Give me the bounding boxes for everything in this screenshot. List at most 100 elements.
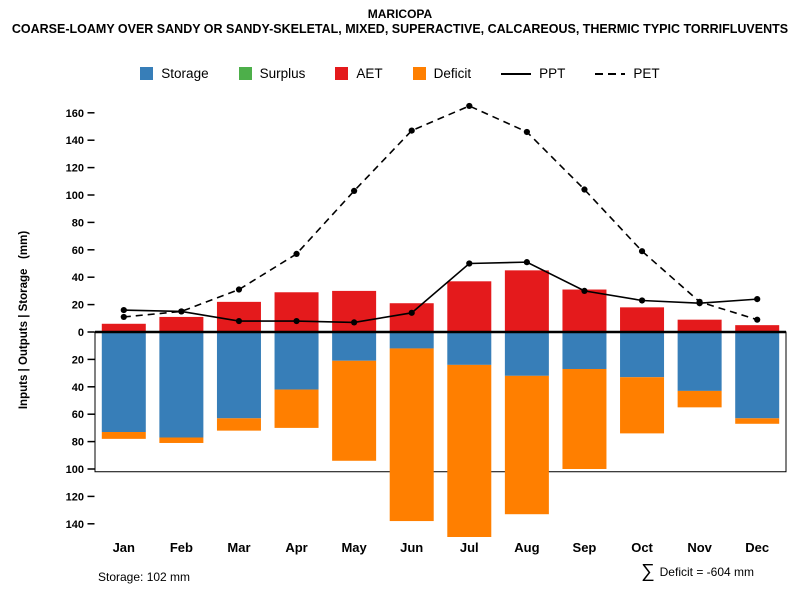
chart-legend: Storage Surplus AET Deficit PPT PET — [0, 66, 800, 81]
y-tick-label: 40 — [72, 272, 84, 284]
storage-bar — [562, 332, 607, 369]
pet-point — [120, 313, 127, 321]
aet-bar — [274, 292, 319, 332]
pet-line — [123, 105, 758, 321]
x-tick-label: Apr — [285, 540, 307, 555]
pet-point — [638, 248, 646, 255]
ppt-point — [581, 287, 588, 294]
y-tick-label: 160 — [66, 108, 84, 120]
ppt-point — [235, 317, 243, 325]
pet-point — [351, 187, 358, 194]
storage-bar — [389, 332, 434, 349]
aet-bar — [620, 307, 665, 332]
pet-point — [408, 127, 415, 134]
legend-item-storage: Storage — [140, 66, 209, 81]
legend-label: Deficit — [433, 66, 472, 81]
x-tick-label: Jan — [113, 540, 135, 555]
pet-line-sample-icon — [595, 72, 626, 75]
y-tick-label: 20 — [72, 354, 84, 366]
y-tick-label: 60 — [72, 409, 84, 421]
deficit-bar — [159, 437, 204, 443]
deficit-bar — [504, 375, 549, 515]
pet-point — [523, 128, 530, 136]
storage-bar — [504, 332, 549, 376]
aet-bar — [101, 323, 146, 332]
y-tick-label: 100 — [66, 190, 84, 202]
y-tick-label: 20 — [72, 300, 84, 312]
storage-bar — [101, 332, 146, 433]
aet-swatch-icon — [335, 67, 349, 80]
legend-label: AET — [356, 66, 383, 81]
x-tick-label: Oct — [631, 540, 653, 555]
x-tick-label: Jun — [400, 540, 423, 555]
y-tick-label: 120 — [66, 491, 84, 503]
sigma-symbol: ∑ — [641, 561, 655, 582]
deficit-total: ∑ Deficit = -604 mm — [641, 562, 754, 581]
deficit-bar — [274, 389, 319, 428]
x-tick-label: Sep — [573, 540, 597, 555]
aet-bar — [216, 301, 261, 332]
x-tick-label: Feb — [170, 540, 193, 555]
ppt-point — [408, 309, 415, 316]
storage-swatch-icon — [140, 67, 154, 80]
aet-bar — [677, 319, 722, 332]
aet-bar — [389, 303, 434, 332]
pet-point — [466, 102, 473, 110]
pet-point — [754, 316, 761, 323]
y-axis-label: Inputs | Outputs | Storage (mm) — [18, 230, 30, 410]
legend-label: Storage — [161, 66, 209, 81]
legend-item-deficit: Deficit — [412, 66, 472, 81]
deficit-bar — [332, 360, 377, 461]
deficit-bar — [677, 390, 722, 408]
legend-item-surplus: Surplus — [238, 66, 305, 81]
x-tick-label: May — [341, 540, 367, 555]
ppt-point — [178, 308, 185, 315]
surplus-swatch-icon — [238, 67, 252, 80]
y-tick-label: 80 — [72, 217, 84, 229]
ppt-point — [638, 297, 646, 304]
deficit-bar — [562, 368, 607, 469]
storage-bar — [159, 332, 204, 438]
legend-item-ppt: PPT — [501, 66, 565, 81]
deficit-bar — [620, 377, 665, 434]
ppt-point — [293, 317, 300, 325]
y-tick-label: 100 — [66, 464, 84, 476]
deficit-bar — [101, 432, 146, 439]
pet-point — [293, 250, 300, 258]
storage-bar — [274, 332, 319, 390]
ppt-line — [123, 261, 758, 324]
legend-item-aet: AET — [335, 66, 383, 81]
ppt-point — [523, 259, 530, 266]
deficit-bar — [389, 348, 434, 522]
aet-bar — [447, 281, 492, 332]
chart-subtitle: COARSE-LOAMY OVER SANDY OR SANDY-SKELETA… — [11, 22, 789, 36]
y-tick-label: 140 — [66, 135, 84, 147]
y-tick-label: 0 — [78, 327, 84, 339]
x-tick-label: Aug — [514, 540, 539, 555]
ppt-point — [351, 319, 358, 326]
storage-bar — [735, 332, 780, 419]
storage-bar — [620, 332, 665, 378]
aet-bar — [332, 290, 377, 332]
aet-bar — [504, 270, 549, 332]
x-tick-label: Mar — [227, 540, 250, 555]
pet-point — [235, 286, 243, 293]
aet-bar — [735, 325, 780, 332]
legend-label: PET — [633, 66, 660, 81]
ppt-point — [120, 306, 127, 314]
y-tick-label: 120 — [66, 163, 84, 175]
y-tick-label: 60 — [72, 245, 84, 257]
legend-label: PPT — [539, 66, 566, 81]
deficit-bar — [216, 418, 261, 431]
ppt-point — [696, 300, 703, 307]
storage-bar — [447, 332, 492, 365]
y-tick-label: 40 — [72, 382, 84, 394]
ppt-line-sample-icon — [501, 72, 532, 75]
deficit-bar — [447, 364, 492, 537]
storage-bar — [216, 332, 261, 419]
pet-point — [581, 186, 588, 193]
aet-bar — [562, 289, 607, 332]
deficit-swatch-icon — [412, 67, 426, 80]
ppt-point — [466, 260, 473, 267]
